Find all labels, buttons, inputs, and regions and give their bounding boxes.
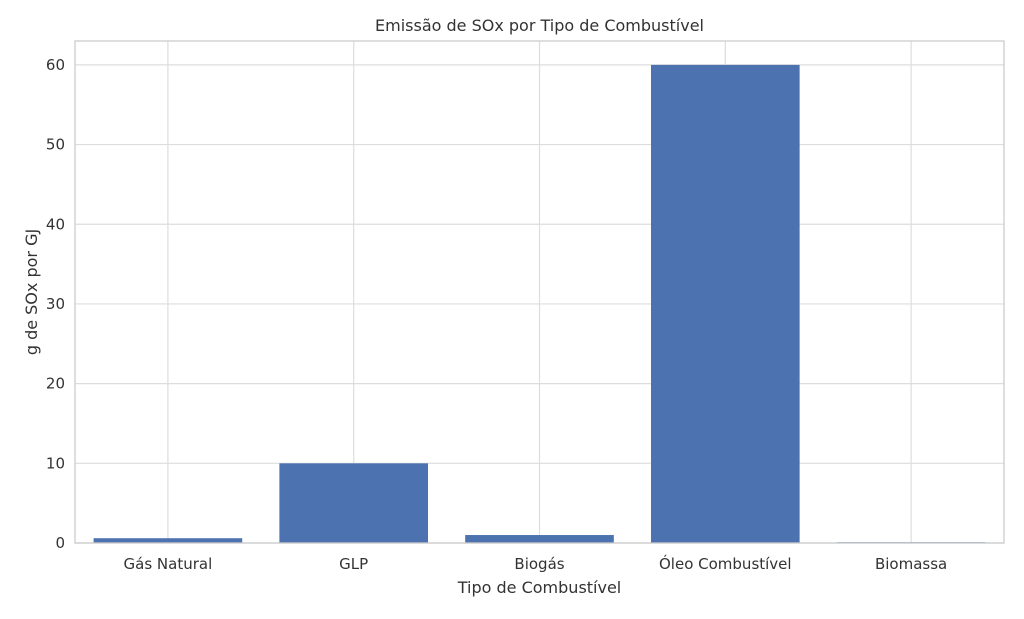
y-tick-label: 50 <box>46 136 65 154</box>
x-tick-label: Biogás <box>514 555 564 573</box>
y-tick-label: 40 <box>46 215 65 233</box>
y-tick-labels: 0 10 20 30 40 50 60 <box>46 56 65 552</box>
bar <box>93 538 243 543</box>
chart-title: Emissão de SOx por Tipo de Combustível <box>375 16 704 35</box>
bar <box>465 535 614 543</box>
y-tick-label: 0 <box>55 534 65 552</box>
y-axis-label: g de SOx por GJ <box>22 229 41 355</box>
y-tick-label: 10 <box>46 454 65 472</box>
plot-frame <box>74 40 1005 544</box>
x-tick-label: GLP <box>339 555 368 573</box>
y-tick-label: 60 <box>46 56 65 74</box>
bar <box>279 463 429 543</box>
x-tick-label: Biomassa <box>875 555 947 573</box>
y-tick-label: 30 <box>46 295 65 313</box>
x-tick-label: Óleo Combustível <box>659 554 792 573</box>
bars <box>93 64 986 544</box>
x-tick-labels: Gás Natural GLP Biogás Óleo Combustível Biom… <box>124 554 948 573</box>
bar <box>650 64 800 544</box>
y-tick-label: 20 <box>46 375 65 393</box>
x-tick-label: Gás Natural <box>124 555 213 573</box>
x-axis-label: Tipo de Combustível <box>457 578 622 597</box>
